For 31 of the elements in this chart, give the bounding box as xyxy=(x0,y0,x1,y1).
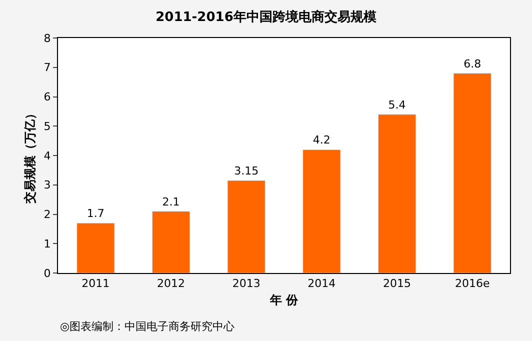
x-axis-title: 年 份 xyxy=(268,293,300,308)
y-tick-label: 8 xyxy=(44,32,51,45)
bar xyxy=(453,73,492,273)
data-label: 3.15 xyxy=(234,164,259,178)
y-tick-label: 7 xyxy=(44,61,51,74)
data-label: 5.4 xyxy=(388,98,406,112)
text: ◎图表编制：中国电子商务研究中心 xyxy=(60,320,235,333)
bar xyxy=(378,114,416,273)
bar xyxy=(227,180,266,273)
data-label: 1.7 xyxy=(86,207,104,220)
y-tick-label: 5 xyxy=(44,120,51,133)
x-tick-label: 2013 xyxy=(232,277,260,290)
bar xyxy=(152,211,190,273)
chart-title: 2011-2016年中国跨境电商交易规模 xyxy=(156,9,376,26)
y-axis-title: 交易规模（万亿） xyxy=(23,108,38,204)
x-tick-label: 2014 xyxy=(308,277,336,290)
y-tick-label: 6 xyxy=(44,90,51,104)
x-tick-label: 2012 xyxy=(157,277,185,290)
x-tick-label: 2015 xyxy=(383,277,411,290)
data-label: 6.8 xyxy=(464,57,482,70)
x-tick-label: 2016e xyxy=(454,277,490,290)
y-tick-label: 3 xyxy=(44,178,51,192)
y-tick-label: 1 xyxy=(44,237,51,250)
x-tick-label: 2011 xyxy=(82,277,110,290)
y-tick-label: 0 xyxy=(44,266,51,280)
bar xyxy=(302,149,341,273)
y-tick-label: 4 xyxy=(44,149,51,162)
data-label: 2.1 xyxy=(162,195,180,208)
bar xyxy=(76,222,115,273)
data-label: 4.2 xyxy=(312,134,330,147)
y-tick-label: 2 xyxy=(44,208,51,222)
